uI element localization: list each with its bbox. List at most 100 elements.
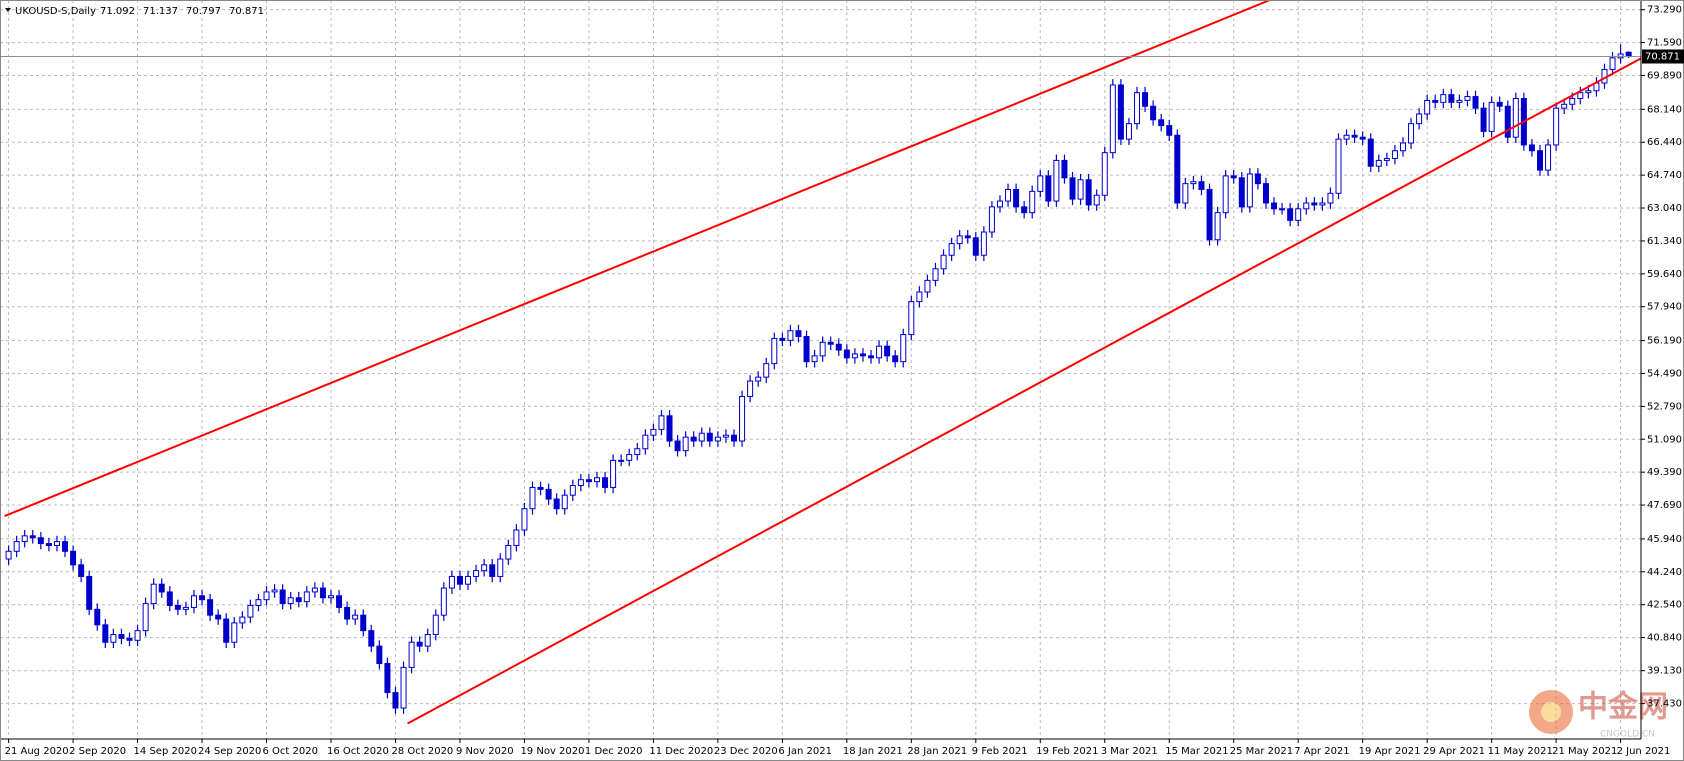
y-tick-label: 52.790 xyxy=(1647,401,1682,412)
x-tick-label: 9 Nov 2020 xyxy=(456,746,514,757)
candle-body xyxy=(1053,159,1060,202)
candle-body xyxy=(868,355,875,359)
candle-body xyxy=(247,604,254,618)
candle-body xyxy=(489,564,496,577)
candle-body xyxy=(1142,92,1149,107)
header-high: 71.137 xyxy=(143,6,178,17)
candle-body xyxy=(851,353,858,359)
candle-body xyxy=(1021,206,1028,214)
candle-body xyxy=(134,630,141,641)
candle-body xyxy=(1295,208,1302,221)
x-tick-label: 3 Mar 2021 xyxy=(1101,746,1158,757)
candle-body xyxy=(295,597,302,603)
x-tick-label: 6 Oct 2020 xyxy=(263,746,318,757)
candle-body xyxy=(287,597,294,605)
candle-body xyxy=(835,343,842,351)
candle-body xyxy=(1464,96,1471,101)
candle-body xyxy=(569,485,576,496)
logo-inner xyxy=(1541,702,1561,722)
candle-body xyxy=(626,454,633,461)
candle-body xyxy=(279,589,286,605)
y-tick-label: 61.340 xyxy=(1647,236,1682,247)
candle-body xyxy=(1279,208,1286,211)
x-tick-label: 25 Mar 2021 xyxy=(1230,746,1293,757)
candle-body xyxy=(1416,113,1423,125)
candle-body xyxy=(610,459,617,488)
candle-body xyxy=(722,434,729,438)
y-tick-label: 40.840 xyxy=(1647,633,1682,644)
candle-body xyxy=(311,587,318,593)
candle-body xyxy=(980,231,987,256)
x-tick-label: 16 Oct 2020 xyxy=(327,746,389,757)
y-tick-label: 44.240 xyxy=(1647,567,1682,578)
candle-body xyxy=(642,434,649,450)
x-tick-label: 23 Dec 2020 xyxy=(714,746,778,757)
x-tick-label: 2 Sep 2020 xyxy=(69,746,126,757)
candle-body xyxy=(1480,107,1487,132)
candle-body xyxy=(344,606,351,620)
candle-body xyxy=(1585,90,1592,94)
candle-body xyxy=(1166,125,1173,136)
x-tick-label: 19 Apr 2021 xyxy=(1359,746,1421,757)
candle-body xyxy=(231,622,238,643)
x-tick-label: 18 Jan 2021 xyxy=(843,746,903,757)
x-tick-label: 11 May 2021 xyxy=(1488,746,1553,757)
candle-body xyxy=(45,543,52,546)
candle-body xyxy=(126,637,133,641)
candle-body xyxy=(182,606,189,610)
x-tick-label: 28 Jan 2021 xyxy=(907,746,967,757)
y-tick-label: 45.940 xyxy=(1647,534,1682,545)
candle-body xyxy=(674,440,681,452)
candle-body xyxy=(1182,183,1189,204)
candle-body xyxy=(1238,177,1245,208)
x-tick-label: 21 Aug 2020 xyxy=(5,746,69,757)
y-tick-label: 39.130 xyxy=(1647,666,1682,677)
candle-body xyxy=(303,591,310,603)
candle-body xyxy=(988,206,995,233)
x-tick-label: 14 Sep 2020 xyxy=(134,746,197,757)
candle-body xyxy=(1158,119,1165,127)
x-tick-label: 6 Jan 2021 xyxy=(778,746,832,757)
candle-body xyxy=(408,641,415,668)
candle-body xyxy=(690,436,697,442)
y-tick-label: 68.140 xyxy=(1647,104,1682,115)
candle-body xyxy=(714,436,721,442)
candle-body xyxy=(199,595,206,601)
candle-body xyxy=(1327,192,1334,204)
candle-body xyxy=(1311,202,1318,206)
candle-body xyxy=(1117,84,1124,140)
candle-body xyxy=(739,395,746,442)
candle-body xyxy=(319,587,326,599)
header-arrow xyxy=(5,8,11,12)
candle-body xyxy=(1230,175,1237,179)
y-tick-label: 42.540 xyxy=(1647,600,1682,611)
candle-body xyxy=(1045,175,1052,202)
trend-line xyxy=(4,0,1271,518)
x-tick-label: 28 Oct 2020 xyxy=(391,746,453,757)
candle-body xyxy=(1246,173,1253,208)
candle-body xyxy=(537,486,544,490)
candle-body xyxy=(940,254,947,270)
candle-body xyxy=(368,630,375,647)
candle-body xyxy=(819,341,826,357)
candle-body xyxy=(94,608,101,626)
candle-body xyxy=(1496,101,1503,107)
candle-body xyxy=(207,599,214,616)
candle-body xyxy=(376,645,383,665)
candle-body xyxy=(1222,175,1229,214)
header-close: 70.871 xyxy=(229,6,264,17)
y-tick-label: 59.640 xyxy=(1647,269,1682,280)
candle-body xyxy=(771,337,778,365)
candle-body xyxy=(255,599,262,606)
candle-body xyxy=(795,330,802,338)
candle-body xyxy=(553,498,560,510)
candle-body xyxy=(1383,157,1390,161)
candle-body xyxy=(561,494,568,510)
candle-body xyxy=(747,380,754,397)
candle-body xyxy=(384,663,391,694)
candle-body xyxy=(618,459,625,462)
candle-body xyxy=(521,508,528,531)
candle-body xyxy=(1561,103,1568,109)
watermark-sub: CNGOLD.CN xyxy=(1600,730,1655,740)
candle-body xyxy=(1085,179,1092,206)
